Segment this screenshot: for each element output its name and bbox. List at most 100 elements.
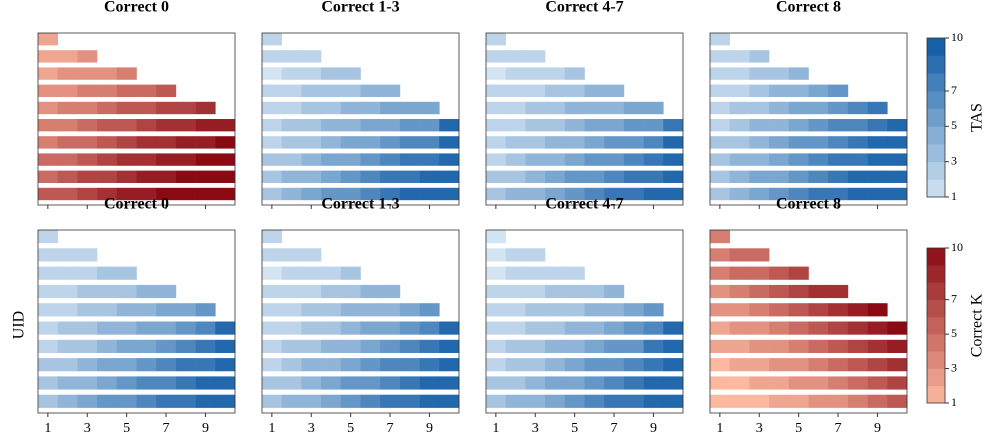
heat-cell xyxy=(867,101,888,115)
heat-cell xyxy=(867,303,888,317)
heat-cell xyxy=(38,67,58,80)
heat-cell xyxy=(867,187,888,201)
heat-cell xyxy=(195,101,216,115)
heat-cell xyxy=(97,284,118,299)
heat-cell xyxy=(545,376,566,390)
heat-cell xyxy=(729,84,750,97)
heat-cell xyxy=(663,187,684,201)
heat-cell xyxy=(419,394,440,408)
heat-cell xyxy=(136,187,157,201)
heat-cell xyxy=(156,101,177,115)
heat-cell xyxy=(156,394,177,408)
heat-cell xyxy=(749,170,770,183)
heat-cell xyxy=(525,119,546,132)
heat-cell xyxy=(710,50,730,63)
heat-cell xyxy=(729,321,750,335)
heat-cell xyxy=(262,339,282,353)
heat-cell xyxy=(57,101,78,115)
heat-cell xyxy=(380,394,401,408)
heat-cell xyxy=(77,376,98,390)
heat-cell xyxy=(564,170,585,183)
heat-cell xyxy=(380,170,401,183)
heat-cell xyxy=(623,394,644,408)
heat-cell xyxy=(564,321,585,335)
heat-cell xyxy=(710,230,730,244)
heat-cell xyxy=(301,119,322,132)
heat-cell xyxy=(729,248,750,262)
heat-cell xyxy=(195,136,216,149)
heat-cell xyxy=(808,170,829,183)
heat-cell xyxy=(360,84,381,97)
heat-cell xyxy=(321,119,342,132)
heat-cell xyxy=(195,153,216,166)
heat-cell xyxy=(808,136,829,149)
heat-cell xyxy=(828,101,849,115)
colorbar-band xyxy=(927,161,945,180)
heat-cell xyxy=(340,339,361,353)
heat-cell xyxy=(486,230,506,244)
heat-cell xyxy=(136,284,157,299)
heat-cell xyxy=(301,170,322,183)
heat-cell xyxy=(321,101,342,115)
heat-cell xyxy=(643,170,664,183)
heat-cell xyxy=(584,101,605,115)
panel-title: Correct 0 xyxy=(104,196,169,213)
heat-cell xyxy=(525,187,546,201)
x-tick-label: 9 xyxy=(650,421,657,436)
heat-cell xyxy=(77,101,98,115)
heat-cell xyxy=(57,153,78,166)
heat-cell xyxy=(584,119,605,132)
heat-cell xyxy=(57,170,78,183)
heat-cell xyxy=(360,376,381,390)
heat-cell xyxy=(301,266,322,280)
x-tick-label: 9 xyxy=(426,421,433,436)
heat-cell xyxy=(710,33,730,46)
heat-cell xyxy=(77,67,98,80)
panel-title: Correct 1-3 xyxy=(321,0,399,16)
heat-cell xyxy=(215,187,236,201)
x-tick-label: 7 xyxy=(163,421,170,436)
heat-cell xyxy=(57,67,78,80)
heat-cell xyxy=(340,101,361,115)
heat-cell xyxy=(525,394,546,408)
heat-cell xyxy=(643,321,664,335)
heat-cell xyxy=(57,339,78,353)
heat-cell xyxy=(262,187,282,201)
heat-cell xyxy=(38,101,58,115)
heat-cell xyxy=(419,187,440,201)
heat-cell xyxy=(97,170,118,183)
heat-cell xyxy=(604,153,625,166)
heat-cell xyxy=(643,303,664,317)
heat-cell xyxy=(663,339,684,353)
x-tick-label: 3 xyxy=(308,421,315,436)
heat-cell xyxy=(749,376,770,390)
heat-cell xyxy=(749,394,770,408)
colorbar-band xyxy=(927,334,945,352)
heat-cell xyxy=(97,101,118,115)
heat-cell xyxy=(847,153,868,166)
heat-cell xyxy=(136,84,157,97)
heat-cell xyxy=(77,153,98,166)
heat-cell xyxy=(887,119,908,132)
heat-cell xyxy=(136,136,157,149)
colorbar-band xyxy=(927,282,945,300)
heat-cell xyxy=(623,339,644,353)
heat-cell xyxy=(38,153,58,166)
heat-cell xyxy=(419,170,440,183)
heat-cell xyxy=(439,153,460,166)
heat-cell xyxy=(156,321,177,335)
heat-cell xyxy=(505,376,526,390)
heat-cell xyxy=(321,187,342,201)
heat-cell xyxy=(564,376,585,390)
heat-cell xyxy=(505,284,526,299)
heat-cell xyxy=(340,67,361,80)
colorbar-tick-label: 10 xyxy=(951,240,963,254)
heat-cell xyxy=(828,358,849,372)
heat-cell xyxy=(57,376,78,390)
heat-cell xyxy=(505,153,526,166)
heat-cell xyxy=(77,321,98,335)
heat-cell xyxy=(116,303,137,317)
heat-cell xyxy=(808,321,829,335)
heat-cell xyxy=(584,358,605,372)
